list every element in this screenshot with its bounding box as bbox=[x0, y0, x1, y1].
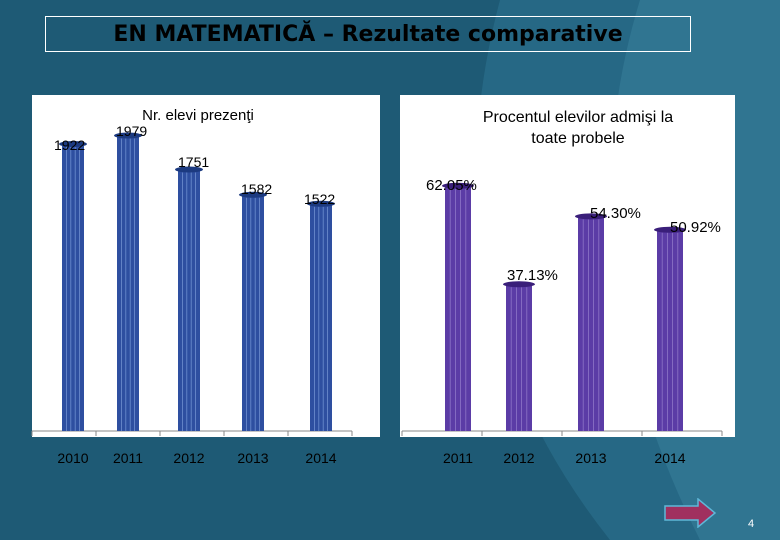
bar-cap bbox=[575, 213, 607, 220]
x-tick-label: 2012 bbox=[503, 450, 534, 466]
bar bbox=[310, 203, 332, 431]
bar-cap bbox=[114, 132, 142, 139]
bar-cap bbox=[654, 226, 686, 233]
bar bbox=[62, 143, 84, 432]
bar bbox=[578, 216, 604, 431]
bar-cap bbox=[307, 200, 335, 207]
chart-title: Nr. elevi prezenţi bbox=[142, 107, 254, 124]
data-label: 1979 bbox=[116, 123, 147, 139]
slide-title: EN MATEMATICĂ – Rezultate comparative bbox=[113, 21, 623, 47]
data-label: 1751 bbox=[178, 154, 209, 170]
bar bbox=[657, 229, 683, 431]
data-label: 1922 bbox=[54, 137, 85, 153]
left-chart: Nr. elevi prezenţi 1922 2010 1979 2011 1751 20… bbox=[31, 107, 353, 466]
bar bbox=[242, 194, 264, 431]
x-tick-label: 2012 bbox=[173, 450, 204, 466]
bar-cap bbox=[175, 166, 203, 173]
chart-title: toate probele bbox=[531, 130, 625, 147]
x-tick-label: 2013 bbox=[237, 450, 268, 466]
next-slide-button[interactable] bbox=[664, 497, 717, 529]
x-tick-label: 2014 bbox=[654, 450, 685, 466]
bar-cap bbox=[442, 182, 474, 189]
page-number: 4 bbox=[748, 518, 755, 530]
data-label: 1522 bbox=[304, 191, 335, 207]
data-label: 62.05% bbox=[426, 177, 477, 194]
bar bbox=[117, 135, 139, 431]
bar-cap bbox=[239, 191, 267, 198]
right-chart: Procentul elevilor admişi la toate probel… bbox=[401, 109, 723, 466]
arrow-right-icon bbox=[664, 497, 717, 529]
slide-title-box: EN MATEMATICĂ – Rezultate comparative bbox=[45, 16, 691, 52]
data-label: 50.92% bbox=[670, 219, 721, 236]
bar-cap bbox=[503, 281, 535, 288]
bar bbox=[445, 185, 471, 431]
data-label: 1582 bbox=[241, 181, 272, 197]
x-tick-label: 2011 bbox=[443, 450, 473, 466]
bar bbox=[506, 284, 532, 431]
x-tick-label: 2010 bbox=[57, 450, 88, 466]
bar-cap bbox=[59, 140, 87, 147]
x-tick-label: 2013 bbox=[575, 450, 606, 466]
chart-title: Procentul elevilor admişi la bbox=[483, 109, 673, 126]
x-tick-label: 2014 bbox=[305, 450, 336, 466]
data-label: 37.13% bbox=[507, 267, 558, 284]
x-tick-label: 2011 bbox=[113, 450, 143, 466]
bar bbox=[178, 169, 200, 431]
data-label: 54.30% bbox=[590, 205, 641, 222]
